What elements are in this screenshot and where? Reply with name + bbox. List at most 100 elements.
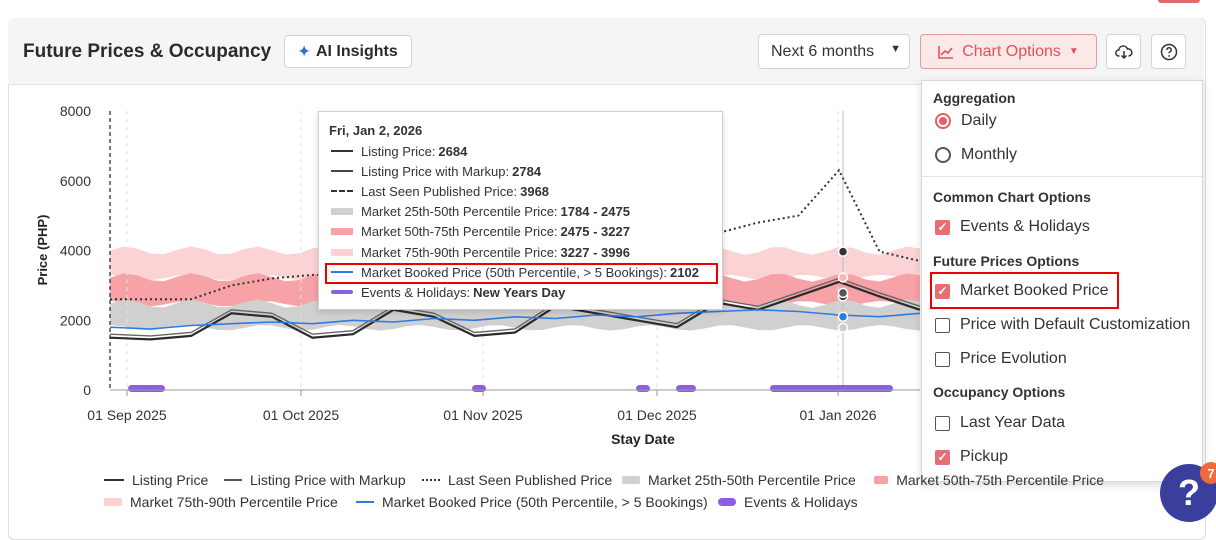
tooltip-label: Market 75th-90th Percentile Price: bbox=[361, 244, 558, 260]
event-bar bbox=[128, 385, 165, 392]
tooltip-swatch bbox=[331, 170, 353, 173]
top-accent-strip bbox=[1158, 0, 1200, 3]
question-icon: ? bbox=[1178, 472, 1200, 513]
legend-label: Last Seen Published Price bbox=[448, 472, 613, 488]
checkbox-checked-icon: ✓ bbox=[935, 283, 950, 299]
tooltip-swatch bbox=[331, 190, 353, 193]
help-button[interactable] bbox=[1151, 34, 1186, 69]
tooltip-value: 3227 - 3996 bbox=[560, 244, 630, 260]
radio-daily-label: Daily bbox=[961, 112, 997, 129]
radio-daily[interactable]: Daily bbox=[935, 112, 997, 130]
page-title: Future Prices & Occupancy bbox=[23, 41, 272, 62]
tooltip-swatch bbox=[331, 271, 353, 274]
y-tick-label: 2000 bbox=[60, 312, 91, 328]
tooltip-label: Market Booked Price (50th Percentile, > … bbox=[361, 264, 668, 280]
tooltip-value: 2102 bbox=[670, 264, 699, 280]
tooltip-row: Market 50th-75th Percentile Price: 2475 -… bbox=[331, 223, 630, 241]
series-listing-price bbox=[109, 280, 921, 341]
checkbox-pickup[interactable]: ✓ Pickup bbox=[935, 448, 1008, 466]
legend-item-p50-75[interactable]: Market 50th-75th Percentile Price bbox=[874, 472, 1104, 488]
legend-item-p25-50[interactable]: Market 25th-50th Percentile Price bbox=[622, 472, 856, 488]
tooltip-row: Last Seen Published Price: 3968 bbox=[331, 182, 549, 200]
common-options-heading: Common Chart Options bbox=[933, 189, 1091, 205]
checkbox-default-customization[interactable]: Price with Default Customization bbox=[935, 316, 1190, 334]
x-axis-title: Stay Date bbox=[611, 431, 675, 447]
future-prices-heading: Future Prices Options bbox=[933, 253, 1080, 269]
caret-down-icon: ▼ bbox=[1068, 46, 1079, 57]
download-button[interactable] bbox=[1106, 34, 1141, 69]
tooltip-row: Listing Price: 2684 bbox=[331, 142, 467, 160]
series-market-booked bbox=[109, 308, 921, 330]
tooltip-value: New Years Day bbox=[473, 284, 566, 300]
y-tick-label: 0 bbox=[83, 382, 91, 398]
chart-options-button[interactable]: Chart Options ▼ bbox=[920, 34, 1097, 69]
legend-item-booked[interactable]: Market Booked Price (50th Percentile, > … bbox=[356, 494, 708, 510]
legend-swatch bbox=[718, 498, 736, 506]
chart-options-menu: Aggregation Daily Monthly Common Chart O… bbox=[921, 80, 1203, 482]
tooltip-row: Market 75th-90th Percentile Price: 3227 -… bbox=[331, 243, 630, 261]
radio-monthly[interactable]: Monthly bbox=[935, 146, 1017, 164]
y-tick-label: 4000 bbox=[60, 243, 91, 259]
event-bar bbox=[676, 385, 696, 392]
legend-label: Market 25th-50th Percentile Price bbox=[648, 472, 856, 488]
checkbox-unchecked-icon bbox=[935, 317, 950, 333]
x-tick-label: 01 Oct 2025 bbox=[263, 407, 339, 423]
tooltip-swatch bbox=[331, 228, 353, 236]
tooltip-label: Market 50th-75th Percentile Price: bbox=[361, 224, 558, 240]
legend-swatch bbox=[224, 479, 242, 481]
period-select[interactable]: Next 6 months ▼ bbox=[758, 34, 910, 69]
pickup-label: Pickup bbox=[960, 448, 1009, 465]
checkbox-last-year-data[interactable]: Last Year Data bbox=[935, 414, 1065, 432]
tooltip-swatch bbox=[331, 150, 353, 152]
x-tick-label: 01 Dec 2025 bbox=[617, 407, 697, 423]
tooltip-row: Market Booked Price (50th Percentile, > … bbox=[331, 263, 699, 281]
price-evolution-label: Price Evolution bbox=[960, 350, 1067, 367]
event-bar bbox=[472, 385, 486, 392]
legend-swatch bbox=[104, 498, 122, 506]
legend-swatch bbox=[104, 478, 124, 482]
legend-item-last-seen[interactable]: Last Seen Published Price bbox=[422, 472, 612, 488]
ai-insights-button[interactable]: ✦ AI Insights bbox=[284, 35, 412, 68]
radio-monthly-label: Monthly bbox=[961, 146, 1018, 163]
checkbox-unchecked-icon bbox=[935, 415, 950, 431]
x-tick-label: 01 Sep 2025 bbox=[87, 407, 167, 423]
checkbox-checked-icon: ✓ bbox=[935, 449, 950, 465]
tooltip-date: Fri, Jan 2, 2026 bbox=[329, 123, 423, 138]
question-circle-icon bbox=[1160, 43, 1177, 60]
tooltip-label: Listing Price: bbox=[361, 143, 436, 159]
legend-item-events[interactable]: Events & Holidays bbox=[718, 494, 858, 510]
x-tick-label: 01 Jan 2026 bbox=[799, 407, 876, 423]
checkbox-price-evolution[interactable]: Price Evolution bbox=[935, 350, 1067, 368]
chart-tooltip: Fri, Jan 2, 2026 Listing Price: 2684 Listi… bbox=[318, 111, 723, 310]
tooltip-value: 2784 bbox=[512, 163, 542, 179]
tooltip-label: Listing Price with Markup: bbox=[361, 163, 510, 179]
highlight-box-booked-row bbox=[325, 263, 718, 284]
checkbox-market-booked-price[interactable]: ✓ Market Booked Price bbox=[935, 282, 1109, 300]
legend-item-markup[interactable]: Listing Price with Markup bbox=[224, 472, 406, 488]
checkbox-events-holidays[interactable]: ✓ Events & Holidays bbox=[935, 218, 1090, 236]
hover-point bbox=[837, 287, 849, 299]
event-bar bbox=[770, 385, 893, 392]
y-tick-label: 8000 bbox=[60, 103, 91, 119]
tooltip-value: 1784 - 2475 bbox=[560, 204, 630, 220]
menu-divider bbox=[922, 176, 1202, 177]
legend-label: Listing Price with Markup bbox=[250, 472, 406, 488]
hover-point bbox=[837, 246, 849, 257]
ai-insights-label: AI Insights bbox=[315, 42, 398, 60]
default-customization-label: Price with Default Customization bbox=[960, 316, 1191, 333]
sparkle-icon: ✦ bbox=[298, 43, 310, 59]
checkbox-unchecked-icon bbox=[935, 351, 950, 367]
y-tick-label: 6000 bbox=[60, 173, 91, 189]
y-axis-title: Price (PHP) bbox=[35, 215, 50, 286]
legend-label: Listing Price bbox=[132, 472, 209, 488]
hover-point bbox=[837, 311, 849, 322]
legend-item-listing[interactable]: Listing Price bbox=[104, 472, 208, 488]
legend-swatch bbox=[874, 476, 889, 484]
legend-swatch bbox=[622, 476, 640, 484]
radio-unselected-icon bbox=[935, 147, 951, 163]
legend-item-p75-90[interactable]: Market 75th-90th Percentile Price bbox=[104, 494, 338, 510]
tooltip-value: 2475 - 3227 bbox=[560, 224, 630, 240]
tooltip-value: 2684 bbox=[438, 143, 468, 159]
last-year-label: Last Year Data bbox=[960, 414, 1065, 431]
legend-label: Market Booked Price (50th Percentile, > … bbox=[382, 494, 708, 510]
